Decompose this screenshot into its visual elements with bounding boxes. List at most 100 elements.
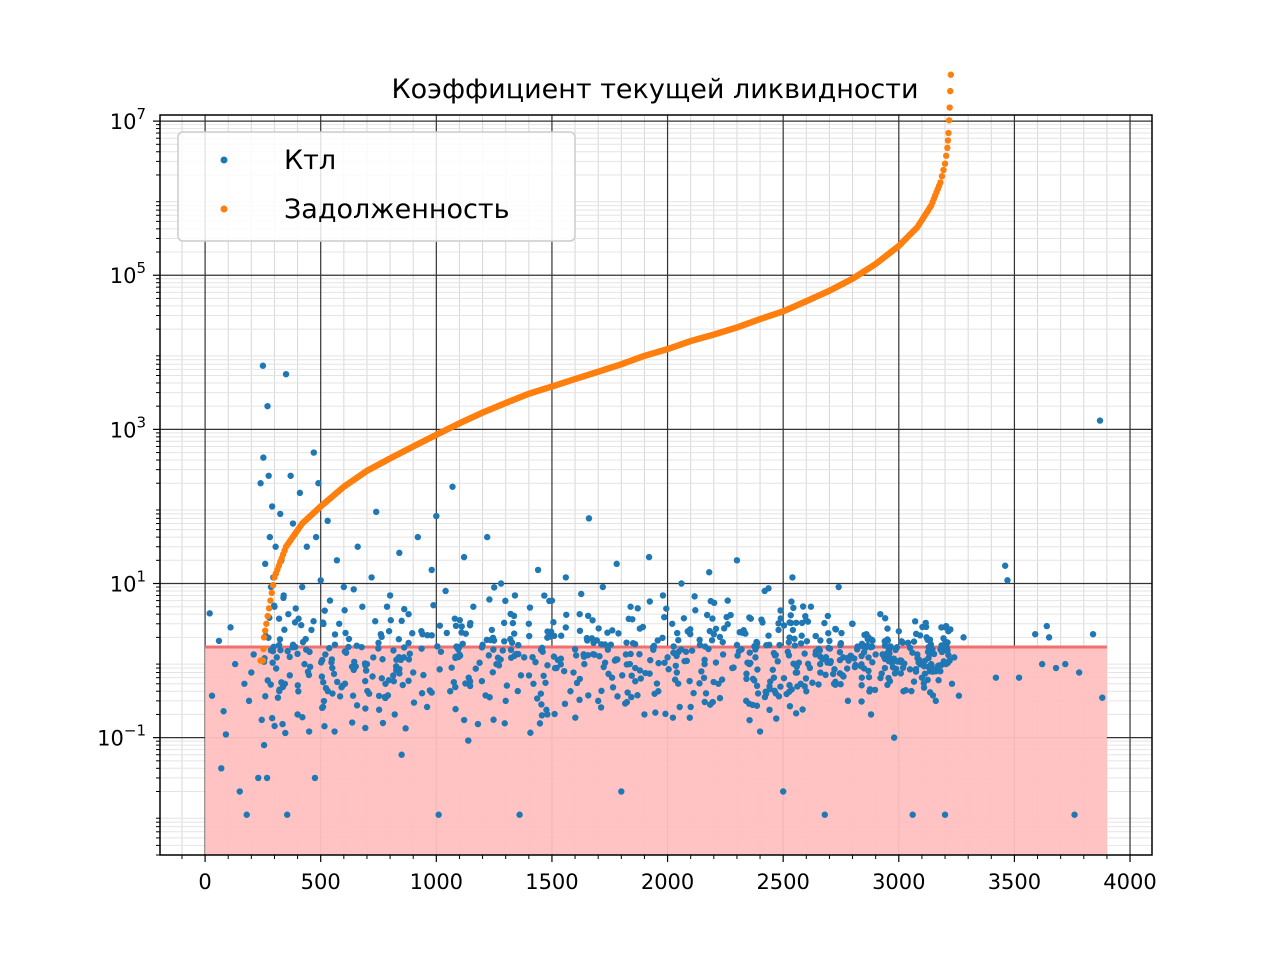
ktl-point bbox=[452, 705, 459, 713]
ktl-point bbox=[676, 703, 683, 711]
ktl-point bbox=[779, 788, 787, 795]
ktl-point bbox=[428, 632, 435, 639]
ktl-point bbox=[1032, 630, 1039, 638]
ktl-point bbox=[826, 637, 833, 645]
ktl-point bbox=[696, 680, 703, 687]
ktl-point bbox=[302, 635, 309, 643]
ktl-point bbox=[541, 592, 548, 599]
ktl-point bbox=[311, 774, 319, 782]
ktl-point bbox=[673, 629, 681, 637]
ktl-point bbox=[342, 629, 349, 637]
ktl-point bbox=[409, 630, 416, 637]
ktl-point bbox=[773, 715, 780, 722]
ktl-point bbox=[935, 677, 942, 684]
ktl-point bbox=[341, 607, 348, 614]
ktl-point bbox=[817, 669, 824, 676]
debt-point bbox=[259, 657, 267, 664]
ktl-point bbox=[775, 626, 782, 634]
ktl-point bbox=[705, 569, 713, 576]
ktl-point bbox=[320, 679, 327, 686]
ktl-point bbox=[286, 653, 293, 661]
chart-title: Коэффициент текущей ликвидности bbox=[391, 74, 918, 105]
ktl-point bbox=[787, 612, 794, 619]
ktl-point bbox=[605, 670, 612, 678]
ktl-point bbox=[375, 706, 383, 713]
ktl-point bbox=[243, 811, 250, 818]
ktl-point bbox=[902, 686, 909, 694]
ktl-point bbox=[696, 636, 703, 644]
ktl-point bbox=[571, 646, 579, 653]
ktl-point bbox=[460, 716, 468, 724]
ktl-point bbox=[266, 533, 274, 541]
ktl-point bbox=[625, 615, 632, 623]
ktl-point bbox=[512, 650, 520, 658]
ktl-point bbox=[231, 660, 239, 668]
ktl-point bbox=[459, 640, 466, 647]
ktl-point bbox=[428, 689, 435, 696]
ktl-point bbox=[401, 605, 408, 613]
ktl-point bbox=[572, 714, 579, 721]
ktl-point bbox=[723, 613, 730, 621]
ktl-point bbox=[615, 630, 622, 637]
ktl-point bbox=[703, 611, 711, 619]
ktl-point bbox=[766, 706, 773, 714]
ktl-point bbox=[276, 687, 283, 695]
ktl-point bbox=[267, 647, 275, 654]
debt-point bbox=[946, 104, 953, 111]
ktl-point bbox=[628, 693, 635, 701]
ktl-point bbox=[832, 678, 839, 686]
ktl-point bbox=[774, 658, 781, 665]
ktl-point bbox=[791, 642, 799, 649]
ktl-point bbox=[623, 639, 630, 646]
ktl-point bbox=[490, 637, 498, 644]
ktl-point bbox=[368, 574, 375, 581]
ktl-point bbox=[450, 678, 458, 686]
ktl-point bbox=[478, 644, 486, 651]
debt-point bbox=[267, 597, 274, 604]
ktl-point bbox=[756, 728, 764, 735]
ktl-point bbox=[662, 710, 669, 718]
ktl-point bbox=[306, 648, 313, 656]
ktl-point bbox=[746, 649, 753, 656]
ktl-point bbox=[353, 642, 360, 649]
ktl-point bbox=[767, 678, 774, 685]
ktl-point bbox=[867, 711, 875, 718]
debt-point bbox=[945, 129, 952, 137]
ktl-point bbox=[448, 664, 455, 671]
ktl-point bbox=[283, 811, 291, 818]
ktl-point bbox=[780, 674, 788, 682]
ktl-point bbox=[489, 669, 497, 676]
ktl-point bbox=[378, 633, 385, 641]
ktl-point bbox=[599, 583, 607, 591]
ktl-point bbox=[570, 669, 577, 676]
ktl-point bbox=[898, 658, 906, 666]
ktl-point bbox=[759, 619, 766, 626]
ktl-point bbox=[622, 651, 630, 658]
ktl-point bbox=[803, 638, 811, 645]
y-tick-label: 107 bbox=[110, 105, 146, 134]
ktl-point bbox=[743, 675, 750, 683]
ktl-point bbox=[324, 517, 331, 525]
ktl-point bbox=[538, 712, 546, 719]
ktl-point bbox=[663, 605, 670, 612]
ktl-point bbox=[754, 690, 762, 697]
ktl-point bbox=[845, 657, 852, 664]
ktl-point bbox=[865, 654, 872, 661]
ktl-point bbox=[550, 653, 558, 660]
debt-point bbox=[260, 645, 267, 653]
ktl-point bbox=[282, 370, 290, 378]
ktl-point bbox=[786, 634, 793, 641]
ktl-point bbox=[515, 641, 522, 649]
ktl-point bbox=[550, 632, 558, 640]
ktl-point bbox=[442, 587, 449, 595]
ktl-point bbox=[583, 634, 591, 642]
ktl-point bbox=[686, 714, 693, 721]
ktl-point bbox=[287, 472, 294, 479]
ktl-point bbox=[688, 647, 696, 654]
ktl-point bbox=[665, 666, 672, 673]
ktl-point bbox=[497, 580, 505, 587]
ktl-point bbox=[423, 703, 431, 711]
ktl-point bbox=[1089, 630, 1097, 638]
ktl-point bbox=[365, 690, 373, 697]
ktl-point bbox=[265, 472, 272, 479]
